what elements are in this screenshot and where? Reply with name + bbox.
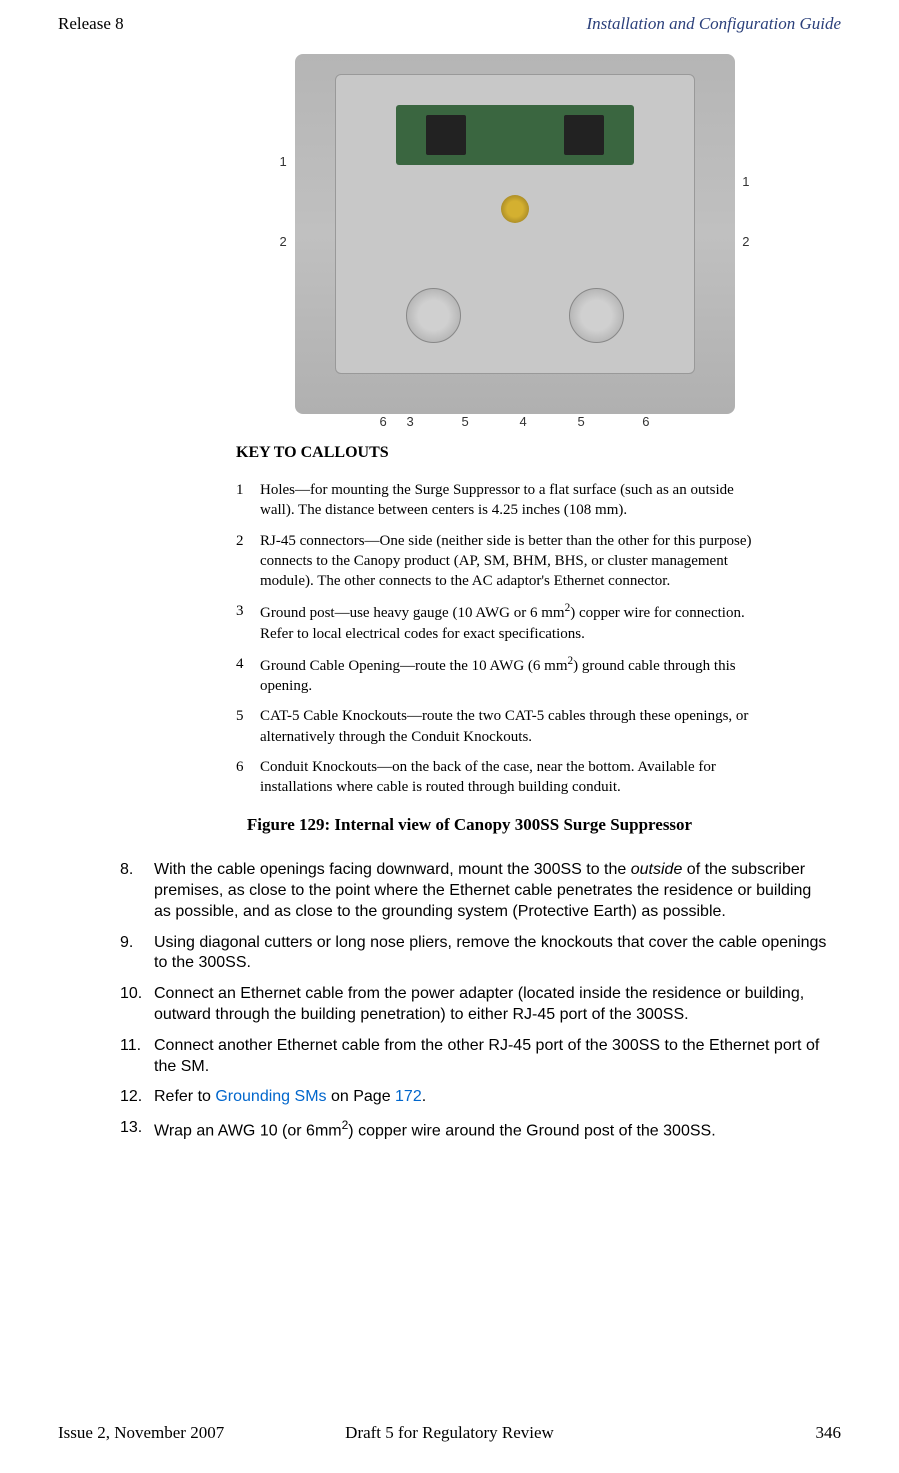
callout-6-left: 6 bbox=[380, 414, 387, 429]
key-num: 6 bbox=[236, 757, 260, 798]
device-inner bbox=[335, 74, 695, 374]
link-grounding-sms[interactable]: Grounding SMs bbox=[215, 1088, 326, 1105]
device-image: 1 1 2 2 3 4 5 5 6 6 bbox=[295, 54, 735, 414]
key-num: 2 bbox=[236, 531, 260, 592]
step-text: Connect another Ethernet cable from the … bbox=[154, 1036, 831, 1078]
key-num: 5 bbox=[236, 706, 260, 747]
key-list: 1 Holes—for mounting the Surge Suppresso… bbox=[236, 480, 831, 797]
step-num: 8. bbox=[120, 860, 154, 922]
header-guide-title: Installation and Configuration Guide bbox=[586, 14, 841, 34]
header-release: Release 8 bbox=[58, 14, 124, 34]
key-item: 6 Conduit Knockouts—on the back of the c… bbox=[236, 757, 771, 798]
step-item: 12. Refer to Grounding SMs on Page 172. bbox=[120, 1087, 831, 1108]
figure-container: 1 1 2 2 3 4 5 5 6 6 bbox=[108, 54, 831, 419]
key-num: 3 bbox=[236, 601, 260, 644]
key-item: 4 Ground Cable Opening—route the 10 AWG … bbox=[236, 654, 771, 697]
step-item: 8. With the cable openings facing downwa… bbox=[120, 860, 831, 922]
rj45-port-right bbox=[564, 115, 604, 155]
step-text: Wrap an AWG 10 (or 6mm2) copper wire aro… bbox=[154, 1118, 831, 1142]
footer-draft: Draft 5 for Regulatory Review bbox=[345, 1423, 554, 1443]
callout-2-left: 2 bbox=[280, 234, 287, 249]
step-num: 9. bbox=[120, 933, 154, 975]
key-text: Ground Cable Opening—route the 10 AWG (6… bbox=[260, 654, 771, 697]
step-num: 13. bbox=[120, 1118, 154, 1142]
step-text: Refer to Grounding SMs on Page 172. bbox=[154, 1087, 831, 1108]
callout-1-left: 1 bbox=[280, 154, 287, 169]
content-area: 1 1 2 2 3 4 5 5 6 6 KEY TO CALLOUTS 1 Ho… bbox=[0, 54, 899, 1142]
callout-5-left: 5 bbox=[462, 414, 469, 429]
link-page-172[interactable]: 172 bbox=[395, 1088, 422, 1105]
callout-5-right: 5 bbox=[578, 414, 585, 429]
knockout-right bbox=[569, 288, 624, 343]
key-text: CAT-5 Cable Knockouts—route the two CAT-… bbox=[260, 706, 771, 747]
key-heading: KEY TO CALLOUTS bbox=[236, 444, 831, 462]
step-item: 9. Using diagonal cutters or long nose p… bbox=[120, 933, 831, 975]
callout-4: 4 bbox=[520, 414, 527, 429]
key-text: RJ-45 connectors—One side (neither side … bbox=[260, 531, 771, 592]
step-item: 13. Wrap an AWG 10 (or 6mm2) copper wire… bbox=[120, 1118, 831, 1142]
key-text: Ground post—use heavy gauge (10 AWG or 6… bbox=[260, 601, 771, 644]
ground-post bbox=[501, 195, 529, 223]
key-num: 4 bbox=[236, 654, 260, 697]
callouts-key: KEY TO CALLOUTS 1 Holes—for mounting the… bbox=[236, 444, 831, 797]
knockout-left bbox=[406, 288, 461, 343]
step-num: 10. bbox=[120, 984, 154, 1026]
step-num: 11. bbox=[120, 1036, 154, 1078]
key-text: Holes—for mounting the Surge Suppressor … bbox=[260, 480, 771, 521]
step-text: With the cable openings facing downward,… bbox=[154, 860, 831, 922]
pcb-board bbox=[396, 105, 634, 165]
figure-caption: Figure 129: Internal view of Canopy 300S… bbox=[108, 815, 831, 835]
step-item: 11. Connect another Ethernet cable from … bbox=[120, 1036, 831, 1078]
step-text: Using diagonal cutters or long nose plie… bbox=[154, 933, 831, 975]
callout-2-right: 2 bbox=[742, 234, 749, 249]
key-num: 1 bbox=[236, 480, 260, 521]
footer-pagenum: 346 bbox=[816, 1423, 842, 1443]
rj45-port-left bbox=[426, 115, 466, 155]
footer-issue: Issue 2, November 2007 bbox=[58, 1423, 224, 1443]
key-item: 1 Holes—for mounting the Surge Suppresso… bbox=[236, 480, 771, 521]
callout-1-right: 1 bbox=[742, 174, 749, 189]
step-item: 10. Connect an Ethernet cable from the p… bbox=[120, 984, 831, 1026]
page-footer: Issue 2, November 2007 Draft 5 for Regul… bbox=[0, 1423, 899, 1443]
key-item: 3 Ground post—use heavy gauge (10 AWG or… bbox=[236, 601, 771, 644]
step-text: Connect an Ethernet cable from the power… bbox=[154, 984, 831, 1026]
page-header: Release 8 Installation and Configuration… bbox=[0, 0, 899, 34]
key-item: 5 CAT-5 Cable Knockouts—route the two CA… bbox=[236, 706, 771, 747]
key-item: 2 RJ-45 connectors—One side (neither sid… bbox=[236, 531, 771, 592]
callout-6-right: 6 bbox=[642, 414, 649, 429]
steps-list: 8. With the cable openings facing downwa… bbox=[108, 860, 831, 1142]
step-num: 12. bbox=[120, 1087, 154, 1108]
key-text: Conduit Knockouts—on the back of the cas… bbox=[260, 757, 771, 798]
callout-3: 3 bbox=[407, 414, 414, 429]
